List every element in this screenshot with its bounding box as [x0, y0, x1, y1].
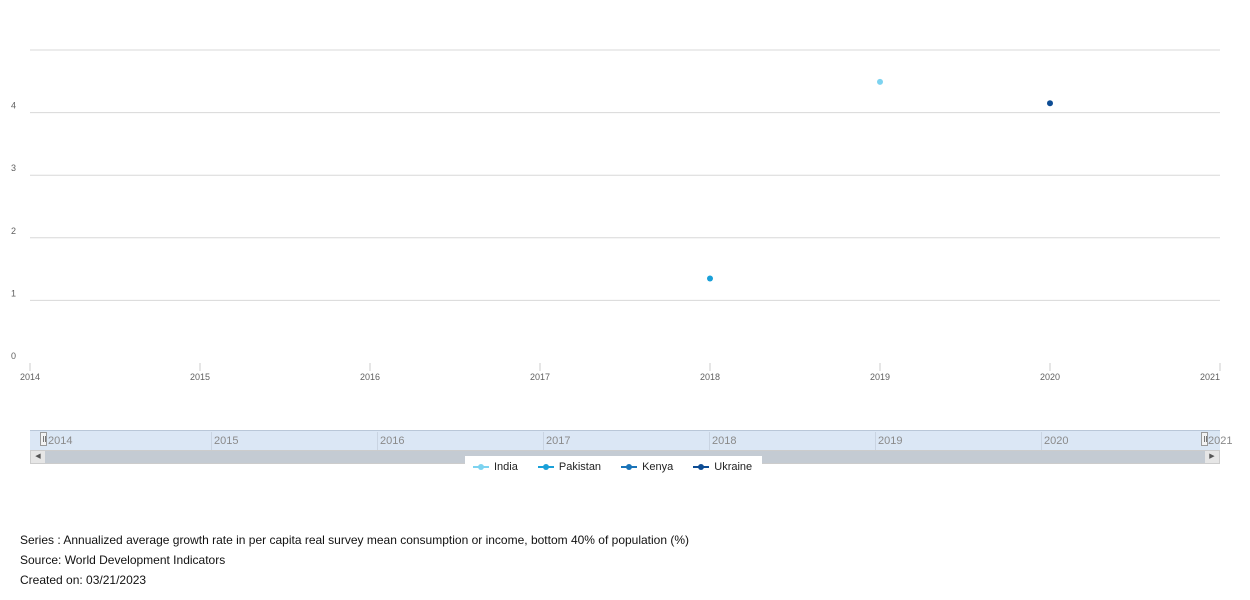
- legend-item-kenya[interactable]: Kenya: [621, 461, 673, 473]
- legend-item-ukraine[interactable]: Ukraine: [693, 461, 752, 473]
- navigator-year-label: 2019: [878, 435, 903, 447]
- data-point-india: [877, 78, 883, 85]
- navigator-band[interactable]: 2014 2015 2016 2017 2018 2019 2020 2021: [30, 430, 1232, 451]
- legend-label: Ukraine: [714, 461, 753, 473]
- x-tick-label: 2017: [530, 372, 550, 382]
- legend-marker-icon: [473, 462, 489, 472]
- navigator-separator: [875, 432, 876, 451]
- y-tick-label: 0: [11, 351, 16, 361]
- legend-marker-icon: [621, 462, 638, 472]
- source-note: Source: World Development Indicators: [20, 553, 226, 567]
- legend-item-pakistan[interactable]: Pakistan: [537, 461, 602, 473]
- navigator-year-label: 2017: [546, 435, 571, 447]
- navigator-year-label: 2021: [1208, 435, 1233, 447]
- navigator-year-label: 2015: [214, 435, 239, 447]
- navigator-separator: [709, 432, 710, 451]
- x-tick-label: 2015: [190, 372, 210, 382]
- navigator-separator: [1041, 432, 1042, 451]
- x-tick-label: 2019: [870, 372, 890, 382]
- legend-label: Pakistan: [558, 461, 602, 473]
- navigator-year-label: 2018: [712, 435, 737, 447]
- navigator-year-label: 2014: [48, 435, 73, 447]
- data-point-ukraine: [1047, 100, 1053, 107]
- x-tick-label: 2016: [360, 372, 380, 382]
- navigator-left-handle[interactable]: [40, 432, 47, 446]
- chart-legend: India Pakistan Kenya Ukraine: [465, 456, 763, 478]
- series-note: Series : Annualized average growth rate …: [20, 533, 690, 547]
- navigator-separator: [543, 432, 544, 451]
- x-tick-label: 2021: [1200, 372, 1220, 382]
- navigator-separator: [377, 432, 378, 451]
- y-tick-label: 3: [11, 163, 16, 173]
- scroll-left-arrow-icon[interactable]: ◀: [31, 451, 45, 463]
- navigator-year-label: 2020: [1044, 435, 1069, 447]
- navigator-right-handle[interactable]: [1201, 432, 1208, 446]
- legend-marker-icon: [537, 462, 554, 472]
- legend-item-india[interactable]: India: [473, 461, 518, 473]
- legend-label: India: [494, 461, 518, 473]
- navigator-separator: [211, 432, 212, 451]
- scroll-right-arrow-icon[interactable]: ▶: [1205, 451, 1219, 463]
- navigator-year-label: 2016: [380, 435, 405, 447]
- chart-footer: Series : Annualized average growth rate …: [20, 533, 689, 593]
- y-tick-label: 2: [11, 226, 16, 236]
- created-note: Created on: 03/21/2023: [20, 573, 147, 587]
- x-tick-label: 2018: [700, 372, 720, 382]
- chart-plot: 0 1 2 3 4 2014 2015 2016 2017 2018 2019 2020 2021: [11, 49, 1221, 382]
- x-tick-label: 2020: [1040, 372, 1060, 382]
- y-tick-label: 4: [11, 101, 16, 111]
- legend-label: Kenya: [642, 461, 674, 473]
- data-point-pakistan: [707, 275, 713, 282]
- y-tick-label: 1: [11, 288, 16, 298]
- x-tick-label: 2014: [20, 372, 40, 382]
- legend-marker-icon: [693, 462, 710, 472]
